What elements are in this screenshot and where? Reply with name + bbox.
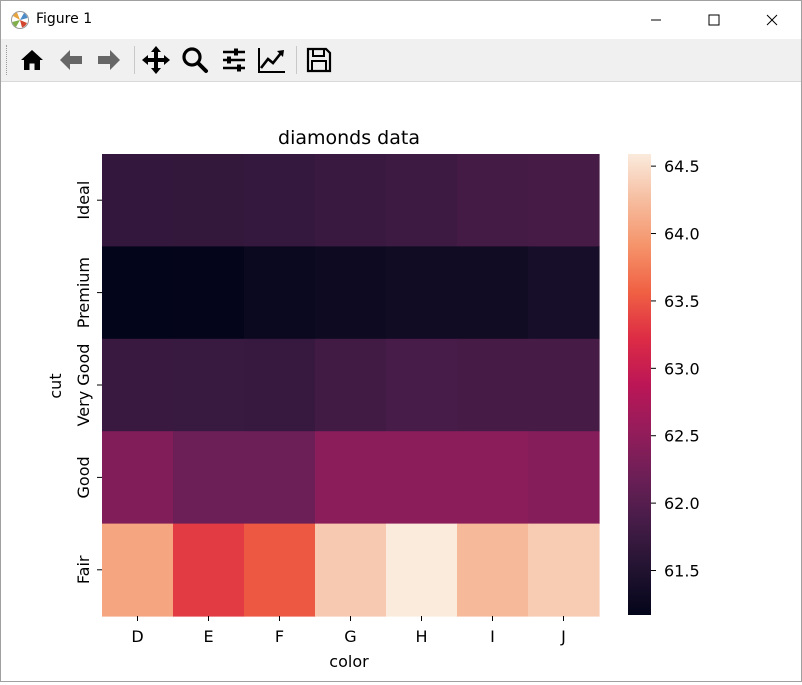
heatmap-cell [457, 154, 529, 247]
x-tick-label: H [415, 627, 427, 646]
maximize-icon [708, 14, 720, 26]
x-tick-label: F [275, 627, 284, 646]
arrow-left-icon [60, 50, 82, 70]
heatmap-cell [315, 154, 387, 247]
save-button[interactable] [302, 43, 336, 77]
colorbar-tick-label: 62.5 [664, 427, 700, 446]
heatmap-cell [173, 338, 245, 432]
floppy-disk-icon [306, 47, 332, 73]
x-tick-label: E [203, 627, 213, 646]
matplotlib-logo-icon [11, 11, 29, 29]
heatmap-cell [173, 154, 245, 247]
colorbar-tick-label: 62.0 [664, 494, 700, 513]
move-icon [142, 46, 170, 74]
heatmap-cell [244, 431, 316, 525]
y-tick-label: Good [74, 456, 93, 498]
heatmap-cell [102, 431, 174, 525]
heatmap-cell [102, 154, 174, 247]
heatmap-cell [528, 154, 600, 247]
heatmap-cell [528, 338, 600, 432]
heatmap-cell [102, 523, 174, 617]
close-icon [766, 14, 778, 26]
pan-button[interactable] [139, 43, 173, 77]
colorbar-tick-label: 63.0 [664, 359, 700, 378]
zoom-button[interactable] [178, 43, 212, 77]
heatmap-cell [386, 154, 458, 247]
home-button[interactable] [15, 43, 49, 77]
heatmap-cell [102, 246, 174, 340]
back-button[interactable] [54, 43, 88, 77]
minimize-icon [651, 19, 661, 21]
x-tick-label: I [490, 627, 495, 646]
heatmap-cell [386, 431, 458, 525]
y-tick-label: Ideal [74, 181, 93, 220]
heatmap-cell [173, 431, 245, 525]
heatmap-cell [386, 246, 458, 340]
heatmap-cell [173, 246, 245, 340]
colorbar-tick-label: 63.5 [664, 292, 700, 311]
heatmap-cell [528, 246, 600, 340]
navigation-toolbar [1, 39, 801, 82]
sliders-icon [223, 48, 245, 72]
y-axis-label: cut [46, 373, 65, 398]
colorbar [628, 154, 651, 615]
figure-canvas[interactable]: diamonds data D E F G H I J Ideal Premium Very G… [1, 82, 801, 681]
forward-button[interactable] [92, 43, 126, 77]
heatmap-cell [457, 338, 529, 432]
heatmap-cell [457, 523, 529, 617]
x-tick-label: J [560, 627, 566, 646]
heatmap-cell [528, 523, 600, 617]
heatmap-cell [457, 431, 529, 525]
heatmap-cell [244, 523, 316, 617]
maximize-button[interactable] [685, 1, 743, 39]
configure-subplots-button[interactable] [217, 43, 251, 77]
heatmap-cell [244, 338, 316, 432]
toolbar-separator [296, 46, 297, 74]
x-tick-label: D [131, 627, 143, 646]
colorbar-tick-label: 64.0 [664, 225, 700, 244]
heatmap-cell [173, 523, 245, 617]
arrow-right-icon [98, 50, 120, 70]
close-button[interactable] [743, 1, 801, 39]
heatmap-cell [457, 246, 529, 340]
y-tick-label: Very Good [74, 344, 93, 427]
heatmap-cell [315, 523, 387, 617]
heatmap-cell [244, 246, 316, 340]
home-icon [21, 50, 43, 70]
edit-axis-button[interactable] [255, 43, 289, 77]
y-tick-label: Premium [74, 257, 93, 328]
window-title: Figure 1 [36, 11, 93, 27]
line-chart-icon [258, 48, 285, 73]
heatmap-cell [315, 338, 387, 432]
y-tick-label: Fair [74, 555, 93, 584]
toolbar-separator [134, 46, 135, 74]
minimize-button[interactable] [627, 1, 685, 39]
heatmap-cell [315, 246, 387, 340]
x-tick-label: G [344, 627, 356, 646]
toolbar-grip [6, 45, 9, 75]
heatmap-cell [244, 154, 316, 247]
colorbar-tick-label: 64.5 [664, 157, 700, 176]
heatmap-cell [386, 338, 458, 432]
heatmap-cell [315, 431, 387, 525]
heatmap-cell [102, 338, 174, 432]
chart-title: diamonds data [278, 127, 420, 149]
heatmap-chart: diamonds data D E F G H I J Ideal Premium Very G… [46, 127, 700, 671]
title-bar: Figure 1 [1, 1, 801, 39]
colorbar-tick-label: 61.5 [664, 562, 700, 581]
x-axis-label: color [329, 652, 369, 671]
heatmap-cell [528, 431, 600, 525]
magnifier-icon [182, 47, 208, 73]
heatmap-cell [386, 523, 458, 617]
